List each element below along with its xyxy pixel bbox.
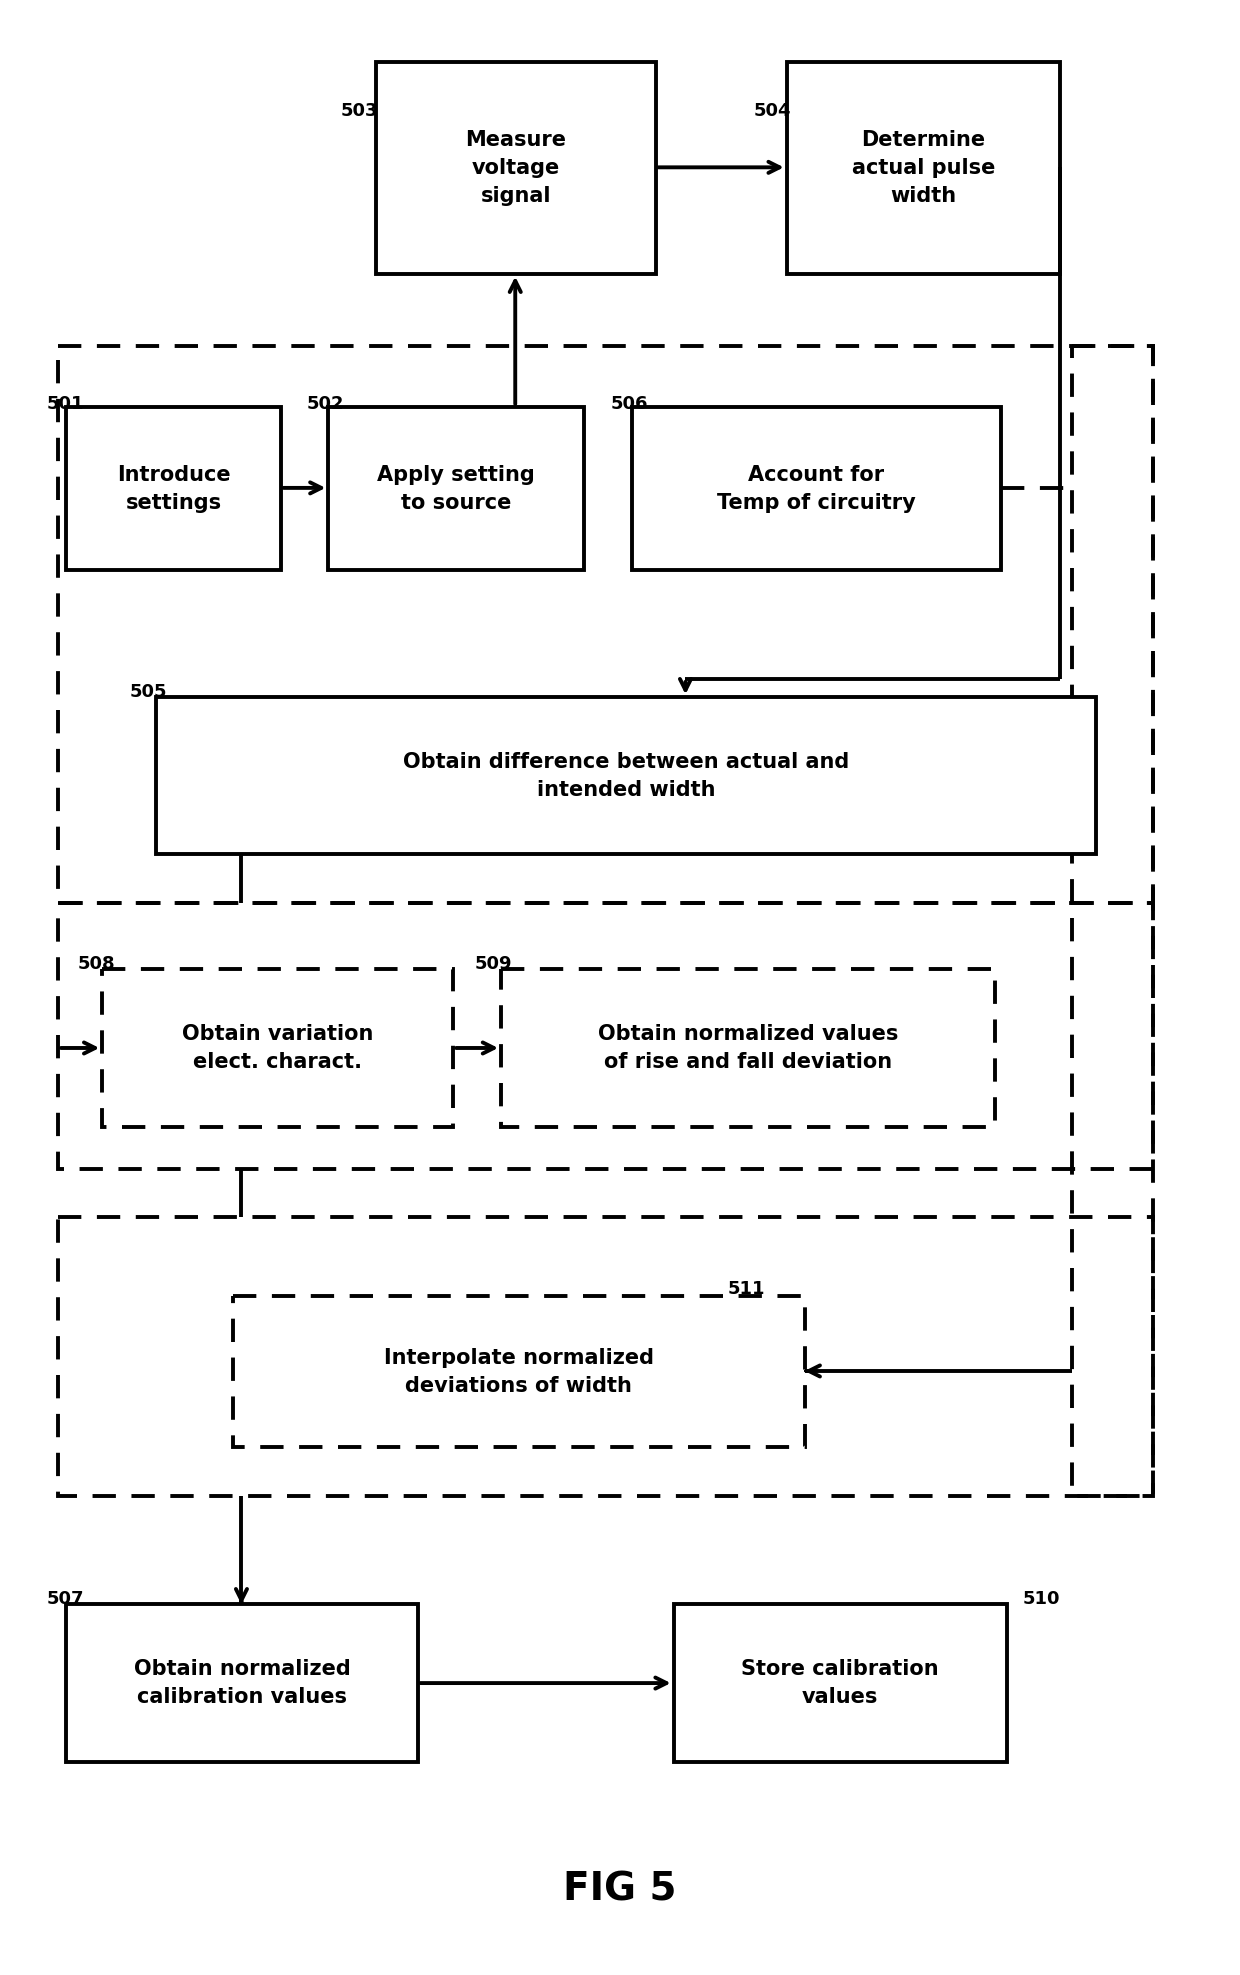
Bar xyxy=(156,697,1096,855)
Text: 505: 505 xyxy=(129,683,167,701)
Text: 507: 507 xyxy=(46,1590,84,1608)
Text: Measure
voltage
signal: Measure voltage signal xyxy=(465,130,567,205)
Text: FIG 5: FIG 5 xyxy=(563,1870,677,1908)
Text: Introduce
settings: Introduce settings xyxy=(117,464,231,512)
Text: 509: 509 xyxy=(475,954,512,974)
Text: Obtain normalized values
of rise and fall deviation: Obtain normalized values of rise and fal… xyxy=(598,1023,898,1072)
Bar xyxy=(501,970,994,1126)
Text: Interpolate normalized
deviations of width: Interpolate normalized deviations of wid… xyxy=(384,1347,653,1396)
Bar xyxy=(632,407,1001,571)
Bar xyxy=(58,346,1153,903)
Text: Account for
Temp of circuitry: Account for Temp of circuitry xyxy=(717,464,916,512)
Text: 510: 510 xyxy=(1022,1590,1060,1608)
Bar xyxy=(1073,346,1153,1495)
Text: 506: 506 xyxy=(610,395,649,413)
Text: Determine
actual pulse
width: Determine actual pulse width xyxy=(852,130,996,205)
Bar xyxy=(786,61,1060,275)
Bar xyxy=(58,903,1153,1169)
Text: 504: 504 xyxy=(754,103,791,120)
Bar xyxy=(102,970,454,1126)
Text: 508: 508 xyxy=(77,954,115,974)
Bar xyxy=(233,1296,805,1448)
Bar xyxy=(329,407,584,571)
Text: 501: 501 xyxy=(46,395,84,413)
Text: Store calibration
values: Store calibration values xyxy=(742,1659,939,1706)
Text: Obtain normalized
calibration values: Obtain normalized calibration values xyxy=(134,1659,351,1706)
Text: Apply setting
to source: Apply setting to source xyxy=(377,464,536,512)
Text: 503: 503 xyxy=(340,103,378,120)
Text: 502: 502 xyxy=(308,395,345,413)
Text: 511: 511 xyxy=(727,1280,765,1298)
Text: Obtain variation
elect. charact.: Obtain variation elect. charact. xyxy=(182,1023,373,1072)
Text: Obtain difference between actual and
intended width: Obtain difference between actual and int… xyxy=(403,752,849,800)
Bar xyxy=(376,61,656,275)
Bar xyxy=(67,407,280,571)
Bar xyxy=(673,1604,1007,1762)
Bar xyxy=(58,1217,1153,1495)
Bar xyxy=(67,1604,418,1762)
